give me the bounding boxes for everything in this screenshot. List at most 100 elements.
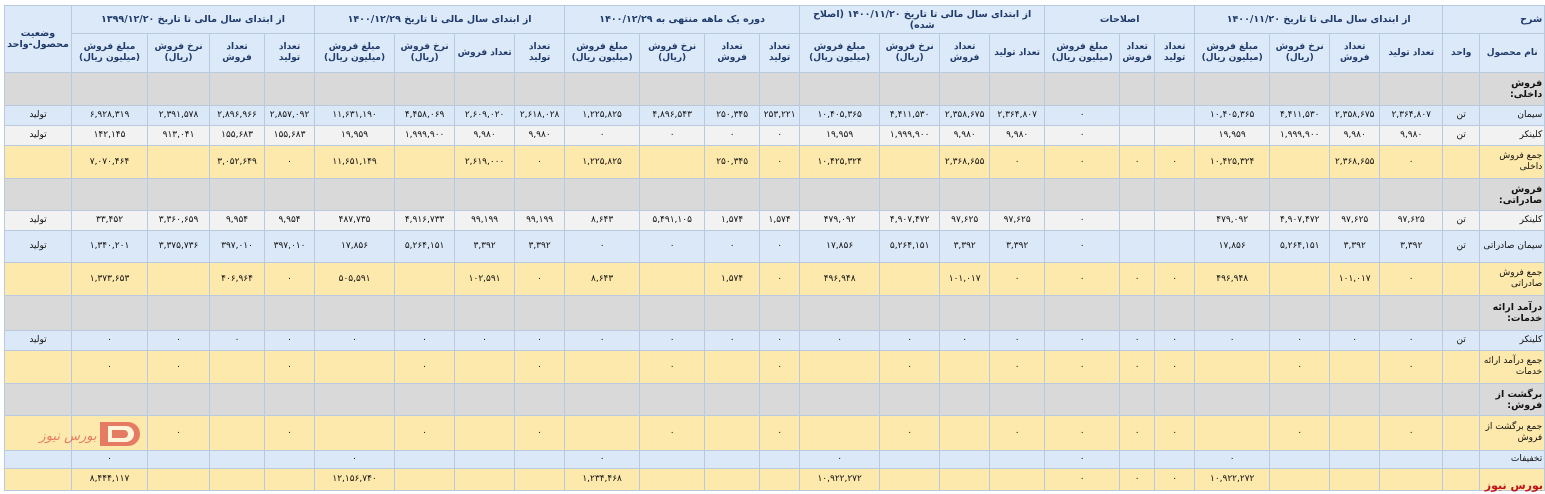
- cell: ۰: [1119, 468, 1156, 491]
- report-table: شرح از ابتدای سال مالی تا تاریخ ۱۴۰۰/۱۱/۲…: [4, 5, 1545, 491]
- cell: [989, 178, 1046, 211]
- cell: ۰: [1119, 350, 1156, 384]
- cell: [989, 383, 1046, 416]
- cell: ۰: [1044, 145, 1121, 179]
- cell: ۰: [1119, 262, 1156, 296]
- cell: ۱,۳۴۰,۲۰۱: [70, 230, 149, 263]
- cell: ۲,۶۰۹,۰۲۰: [454, 105, 516, 126]
- cell: ۲,۳۶۴,۸۰۷: [989, 105, 1046, 126]
- cell: ۰: [1044, 105, 1121, 126]
- cell: ۲,۶۱۸,۰۲۸: [514, 105, 566, 126]
- cell: [799, 350, 881, 384]
- cell: ۰: [514, 350, 566, 384]
- column-header: مبلغ فروش (میلیون ریال): [314, 33, 396, 73]
- cell: [704, 415, 761, 451]
- cell: [514, 468, 566, 491]
- cell: ۰: [989, 262, 1046, 296]
- cell: ۰: [639, 415, 706, 451]
- cell: ۰: [564, 230, 641, 263]
- cell: [564, 350, 641, 384]
- cell: [1329, 72, 1381, 106]
- table-row: تخفیفات ۰ ۰ ۰ ۰ ۰ ۰: [4, 450, 1545, 469]
- cell: [799, 295, 881, 331]
- cell: ۰: [1044, 350, 1121, 384]
- cell: تولید: [4, 230, 72, 263]
- cell: ۰: [1329, 330, 1381, 351]
- cell: [879, 450, 941, 469]
- cell: ۴۰۶,۹۶۴: [209, 262, 266, 296]
- cell: ۱۲,۱۵۶,۷۴۰: [314, 468, 396, 491]
- cell: ۲,۳۶۴,۸۰۷: [1379, 105, 1444, 126]
- cell: ۰: [1269, 330, 1331, 351]
- cell: [1194, 72, 1271, 106]
- cell: [1194, 178, 1271, 211]
- cell: ۱,۵۷۴: [704, 210, 761, 231]
- column-header: تعداد فروش: [1329, 33, 1381, 73]
- cell: ۱,۳۷۳,۶۵۳: [70, 262, 149, 296]
- cell: ۰: [1379, 145, 1444, 179]
- cell: [1269, 178, 1331, 211]
- cell: [394, 72, 456, 106]
- cell: ۰: [759, 230, 801, 263]
- cell: ۹,۹۸۰: [1379, 125, 1444, 146]
- cell: ۱۱,۶۵۱,۱۴۹: [314, 145, 396, 179]
- cell: ۰: [1044, 262, 1121, 296]
- cell: [1119, 72, 1156, 106]
- cell: [1269, 262, 1331, 296]
- cell: تولید: [4, 330, 72, 351]
- column-header: تعداد فروش: [939, 33, 991, 73]
- cell: ۰: [454, 330, 516, 351]
- cell: ۰: [704, 330, 761, 351]
- cell: ۰: [799, 450, 881, 469]
- cell: ۰: [1194, 330, 1271, 351]
- cell: ۱۰۱,۰۱۷: [939, 262, 991, 296]
- column-header: نرخ فروش (ریال): [1269, 33, 1331, 73]
- cell: ۰: [1044, 450, 1121, 469]
- row-label: برگشت از فروش:: [1479, 383, 1545, 416]
- cell: [564, 383, 641, 416]
- cell: [939, 72, 991, 106]
- cell: ۴۹۶,۹۴۸: [1194, 262, 1271, 296]
- cell: [639, 178, 706, 211]
- cell: ۰: [147, 415, 211, 451]
- row-label: درآمد ارائه خدمات:: [1479, 295, 1545, 331]
- cell: ۰: [394, 415, 456, 451]
- cell: [1269, 383, 1331, 416]
- cell: [989, 468, 1046, 491]
- cell: ۰: [1379, 350, 1444, 384]
- row-label: تخفیفات: [1479, 450, 1545, 469]
- cell: [1154, 230, 1196, 263]
- cell: ۰: [564, 450, 641, 469]
- cell: [394, 383, 456, 416]
- cell: ۹۷,۶۲۵: [1379, 210, 1444, 231]
- table-row: سیمان صادراتی تن ۳,۳۹۲ ۳,۳۹۲ ۵,۲۶۴,۱۵۱ ۱۷,۸۵۶…: [4, 230, 1545, 263]
- cell: [454, 72, 516, 106]
- cell: ۴,۹۱۶,۷۳۳: [394, 210, 456, 231]
- cell: [799, 383, 881, 416]
- cell: ۱۰,۹۲۲,۲۷۲: [1194, 468, 1271, 491]
- cell: ۰: [209, 330, 266, 351]
- cell: [1044, 178, 1121, 211]
- table-row: فروش داخلی:: [4, 72, 1545, 106]
- cell: [939, 468, 991, 491]
- cell: [639, 262, 706, 296]
- table-row: برگشت از فروش:: [4, 383, 1545, 416]
- column-header: تعداد تولید: [989, 33, 1046, 73]
- cell: [1154, 383, 1196, 416]
- cell: [1119, 230, 1156, 263]
- cell: [1379, 468, 1444, 491]
- cell: ۰: [264, 262, 316, 296]
- cell: ۶,۹۲۸,۳۱۹: [70, 105, 149, 126]
- cell: [514, 383, 566, 416]
- column-header: تعداد فروش: [704, 33, 761, 73]
- cell: [1154, 72, 1196, 106]
- group-header: از ابتدای سال مالی تا تاریخ ۱۴۰۰/۱۱/۲۰ (…: [799, 5, 1046, 34]
- cell: [1194, 350, 1271, 384]
- cell: ۴۹۶,۹۴۸: [799, 262, 881, 296]
- cell: ۱۰,۴۰۵,۳۶۵: [1194, 105, 1271, 126]
- cell: ۳۳,۴۵۲: [70, 210, 149, 231]
- row-label: جمع فروش داخلی: [1479, 145, 1545, 179]
- cell: تن: [1442, 230, 1481, 263]
- cell: [1442, 468, 1481, 491]
- cell: ۹,۹۵۴: [209, 210, 266, 231]
